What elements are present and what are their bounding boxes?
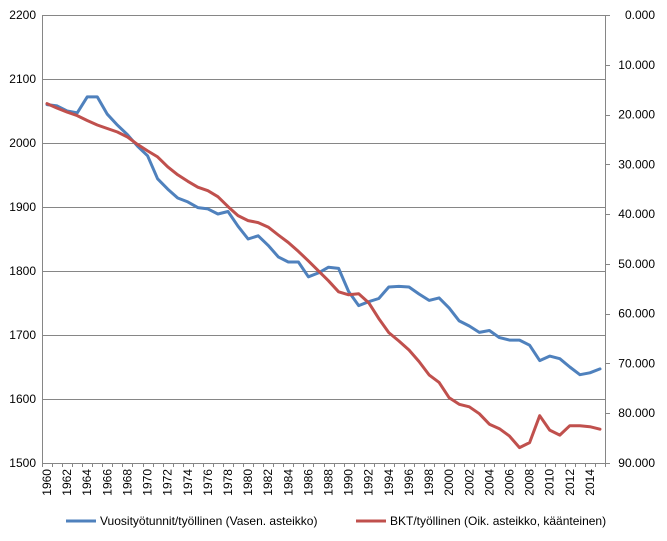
x-tick-label: 1966 <box>100 469 114 496</box>
left-axis: 1500 1600 1700 1800 1900 2000 2100 2200 <box>9 8 36 470</box>
left-tick-label: 1900 <box>9 200 36 214</box>
right-tick-label: 70.000 <box>618 356 655 370</box>
x-tick-label: 1998 <box>422 469 436 496</box>
x-tick-label: 1970 <box>141 469 155 496</box>
x-tick-label: 1986 <box>301 469 315 496</box>
right-tick-label: 20.000 <box>618 108 655 122</box>
right-tick-label: 50.000 <box>618 257 655 271</box>
x-tick-label: 2014 <box>583 469 597 496</box>
series-line-left <box>45 95 602 377</box>
x-tick-label: 2008 <box>523 469 537 496</box>
x-tick-label: 1978 <box>221 469 235 496</box>
x-tick-label: 1990 <box>342 469 356 496</box>
right-tick-label: 40.000 <box>618 207 655 221</box>
x-tick-label: 2000 <box>442 469 456 496</box>
x-tick-label: 1964 <box>80 469 94 496</box>
right-tick-label: 10.000 <box>618 58 655 72</box>
x-tick-label: 1992 <box>362 469 376 496</box>
x-tick-label: 2004 <box>482 469 496 496</box>
series-lines <box>45 95 602 450</box>
x-tick-label: 2006 <box>502 469 516 496</box>
x-tick-label: 1972 <box>161 469 175 496</box>
x-tick-label: 1980 <box>241 469 255 496</box>
series-line-right <box>45 102 602 450</box>
x-tick-label: 2012 <box>563 469 577 496</box>
right-tick-label: 80.000 <box>618 406 655 420</box>
legend-label: Vuosityötunnit/työllinen (Vasen. asteikk… <box>100 514 317 528</box>
right-axis: 0.000 10.000 20.000 30.000 40.000 50.000 60.00… <box>605 8 655 470</box>
x-tick-label: 1984 <box>281 469 295 496</box>
x-tick-label: 2010 <box>543 469 557 496</box>
x-tick-label: 2002 <box>462 469 476 496</box>
right-tick-label: 90.000 <box>618 456 655 470</box>
x-tick-label: 1962 <box>60 469 74 496</box>
left-tick-label: 1800 <box>9 264 36 278</box>
right-tick-label: 30.000 <box>618 157 655 171</box>
left-tick-label: 2000 <box>9 136 36 150</box>
x-tick-label: 1994 <box>382 469 396 496</box>
x-tick-label: 1996 <box>402 469 416 496</box>
left-tick-label: 2100 <box>9 72 36 86</box>
x-tick-label: 1960 <box>40 469 54 496</box>
left-tick-label: 1600 <box>9 392 36 406</box>
x-tick-label: 1968 <box>120 469 134 496</box>
x-tick-label: 1974 <box>181 469 195 496</box>
left-tick-label: 2200 <box>9 8 36 22</box>
right-tick-label: 60.000 <box>618 307 655 321</box>
x-tick-label: 1988 <box>322 469 336 496</box>
left-tick-label: 1700 <box>9 328 36 342</box>
x-tick-label: 1976 <box>201 469 215 496</box>
legend-label: BKT/työllinen (Oik. asteikko, käänteinen… <box>390 514 606 528</box>
x-tick-label: 1982 <box>261 469 275 496</box>
right-tick-label: 0.000 <box>625 8 655 22</box>
left-tick-label: 1500 <box>9 456 36 470</box>
x-axis: 1960 1962 1964 1966 1968 1970 1972 1974 1976 1978… <box>40 463 606 496</box>
legend: Vuosityötunnit/työllinen (Vasen. asteikk… <box>66 514 606 528</box>
